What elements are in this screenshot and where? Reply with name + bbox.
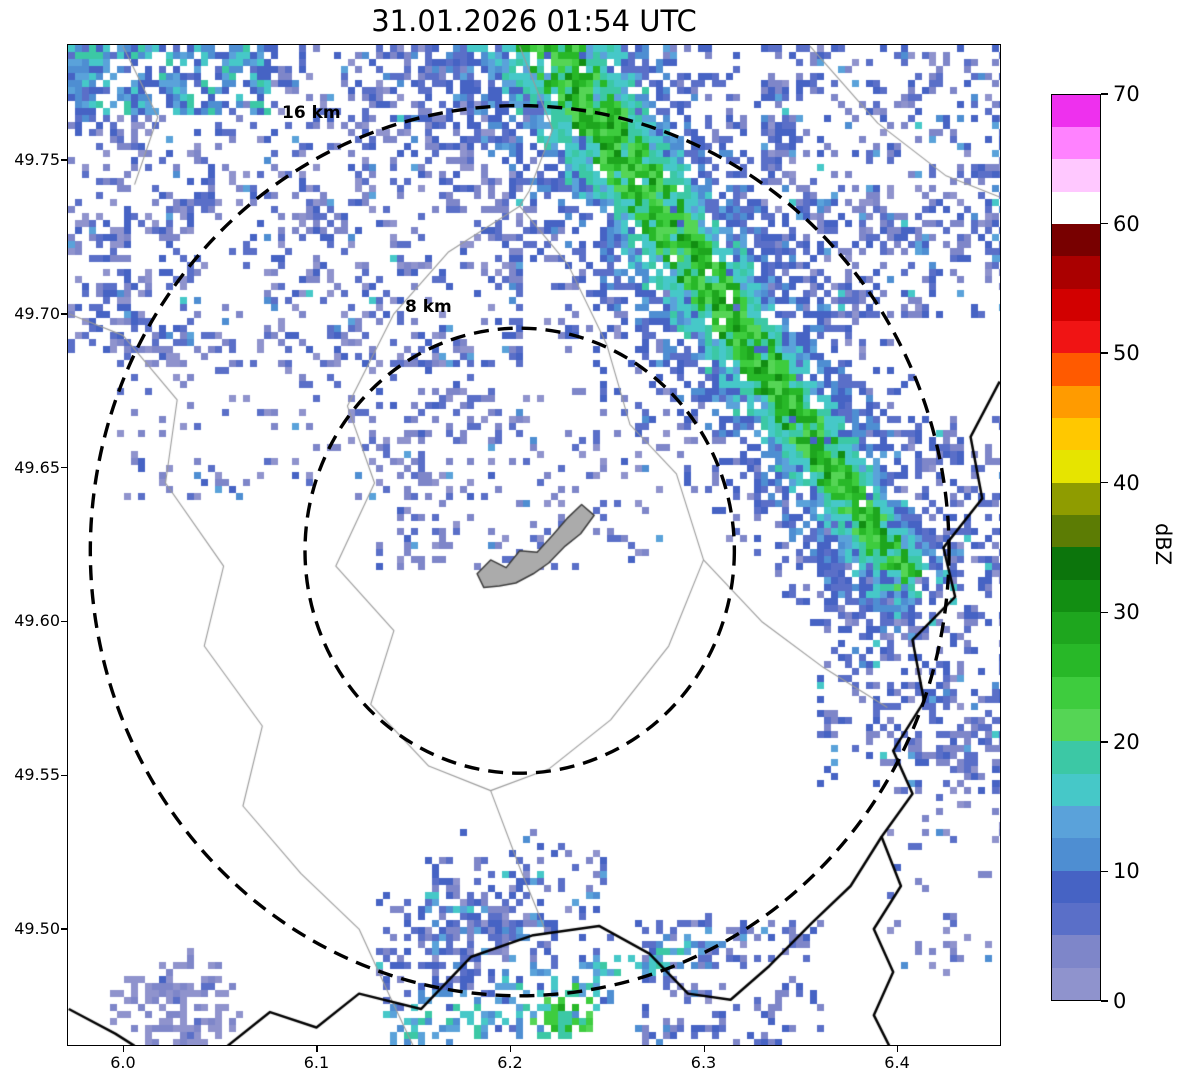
x-tick-label: 6.1 <box>303 1053 330 1072</box>
radar-heatmap-canvas <box>68 45 1000 1045</box>
map-plot: 16 km 8 km <box>67 44 1001 1046</box>
colorbar-segment <box>1052 191 1100 225</box>
colorbar-tick-mark <box>1101 870 1108 873</box>
x-tick-mark <box>316 1046 318 1052</box>
colorbar-tick-label: 70 <box>1113 82 1140 106</box>
y-tick-label: 49.70 <box>14 303 60 323</box>
x-tick-mark <box>897 1046 899 1052</box>
x-tick-label: 6.3 <box>690 1053 717 1072</box>
colorbar-tick-label: 60 <box>1113 211 1140 236</box>
y-tick-label: 49.60 <box>14 611 60 631</box>
colorbar-tick-mark <box>1101 93 1108 95</box>
colorbar-segment <box>1052 127 1100 160</box>
colorbar-segment <box>1052 450 1100 483</box>
range-rings-overlay <box>88 103 951 998</box>
y-tick-label: 49.55 <box>14 765 60 785</box>
colorbar-segment <box>1052 612 1100 645</box>
range-ring-8km <box>303 326 737 775</box>
ring-label-16km: 16 km <box>282 103 341 123</box>
colorbar <box>1051 94 1101 1001</box>
x-tick-mark <box>703 1046 705 1052</box>
colorbar-segment <box>1052 224 1100 257</box>
x-tick-label: 6.2 <box>497 1053 523 1072</box>
colorbar-tick-mark <box>1101 352 1108 354</box>
colorbar-segment <box>1052 159 1100 192</box>
y-tick-mark <box>61 620 67 623</box>
range-ring-16km <box>88 103 951 998</box>
colorbar-segment <box>1052 676 1100 710</box>
colorbar-tick-mark <box>1101 1000 1108 1002</box>
colorbar-segment <box>1052 353 1100 386</box>
colorbar-segment <box>1052 321 1100 354</box>
colorbar-segment <box>1052 806 1100 839</box>
colorbar-segment <box>1052 482 1100 516</box>
x-tick-mark <box>510 1046 512 1052</box>
y-tick-mark <box>61 313 67 315</box>
colorbar-segment <box>1052 967 1100 1000</box>
y-tick-label: 49.75 <box>14 150 60 170</box>
colorbar-segment <box>1052 579 1100 613</box>
colorbar-segment <box>1052 385 1100 419</box>
colorbar-tick-mark <box>1101 222 1108 225</box>
colorbar-segment <box>1052 644 1100 677</box>
x-tick-mark <box>122 1046 125 1052</box>
y-tick-label: 49.65 <box>14 457 60 477</box>
colorbar-tick-mark <box>1101 741 1108 743</box>
colorbar-segment <box>1052 773 1100 807</box>
colorbar-segment <box>1052 515 1100 548</box>
colorbar-segment <box>1052 547 1100 580</box>
colorbar-tick-label: 30 <box>1113 600 1140 625</box>
colorbar-segment <box>1052 94 1100 128</box>
colorbar-tick-label: 50 <box>1113 341 1140 366</box>
colorbar-tick-mark <box>1101 482 1108 484</box>
y-tick-mark <box>61 928 67 930</box>
colorbar-segment <box>1052 288 1100 322</box>
colorbar-segment <box>1052 935 1100 968</box>
colorbar-tick-label: 40 <box>1113 470 1140 495</box>
colorbar-tick-mark <box>1101 611 1108 613</box>
y-tick-mark <box>61 466 67 469</box>
plot-title: 31.01.2026 01:54 UTC <box>371 4 697 38</box>
colorbar-segment <box>1052 256 1100 289</box>
colorbar-tick-label: 20 <box>1113 729 1140 754</box>
x-tick-label: 6.4 <box>884 1053 910 1072</box>
colorbar-tick-label: 0 <box>1113 989 1127 1013</box>
colorbar-segment <box>1052 838 1100 871</box>
colorbar-segment <box>1052 418 1100 451</box>
colorbar-segment <box>1052 870 1100 904</box>
colorbar-segment <box>1052 903 1100 936</box>
colorbar-segment <box>1052 741 1100 774</box>
x-tick-label: 6.0 <box>110 1053 136 1072</box>
y-tick-label: 49.50 <box>14 919 60 939</box>
colorbar-segment <box>1052 709 1100 742</box>
ring-label-8km: 8 km <box>405 297 452 317</box>
colorbar-label: dBZ <box>1151 522 1176 566</box>
y-tick-mark <box>61 774 67 776</box>
colorbar-tick-label: 10 <box>1113 859 1140 884</box>
y-tick-mark <box>61 159 67 161</box>
